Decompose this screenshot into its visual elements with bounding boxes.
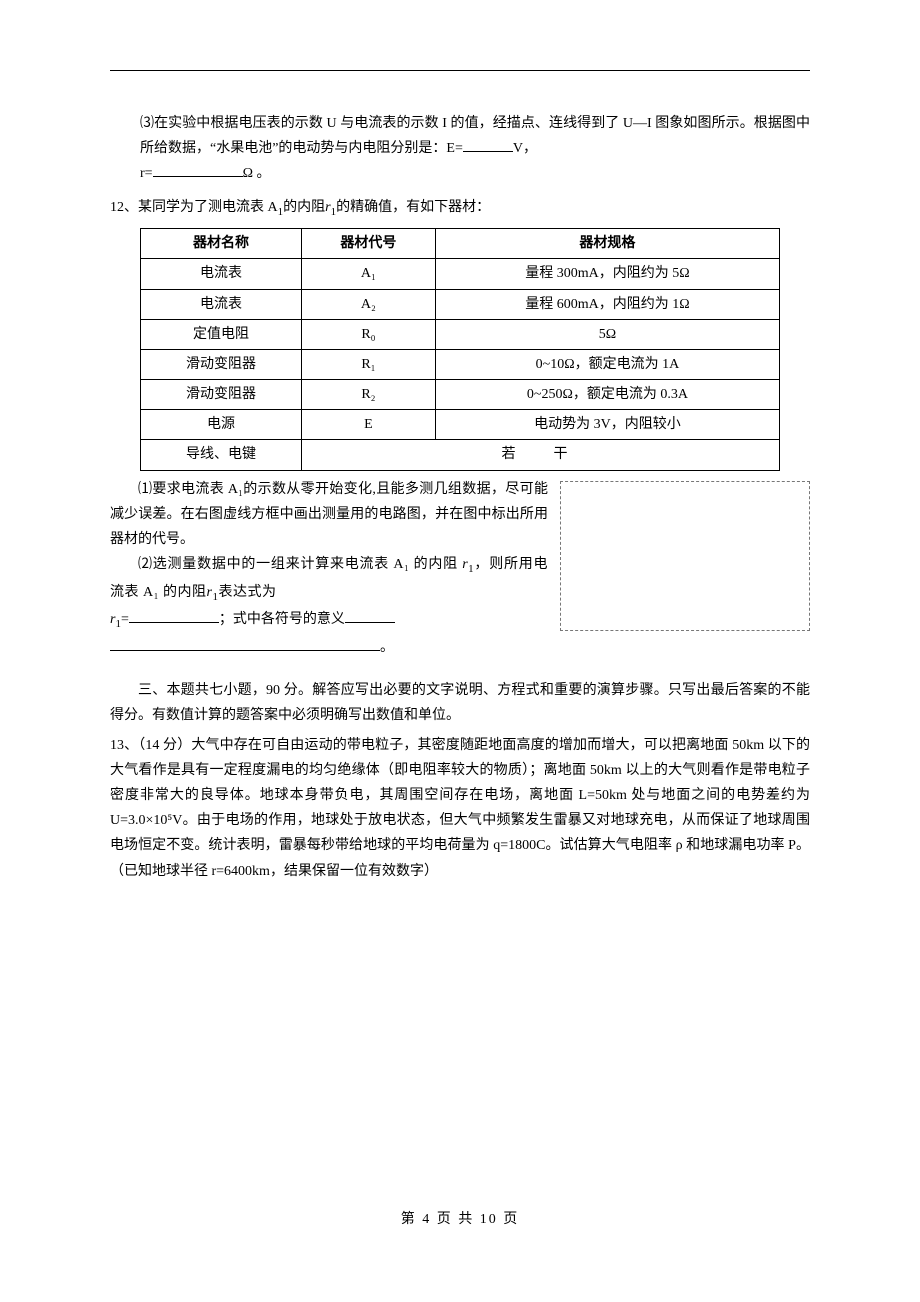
blank-meaning1 bbox=[345, 608, 395, 623]
cell: 滑动变阻器 bbox=[141, 380, 302, 410]
q12-intro-suffix: 的精确值，有如下器材： bbox=[336, 200, 490, 215]
q13-para: 13、（14 分）大气中存在可自由运动的带电粒子，其密度随距地面高度的增加而增大… bbox=[110, 733, 810, 884]
table-row: 滑动变阻器 R₂ 0~250Ω，额定电流为 0.3A bbox=[141, 380, 780, 410]
cell: 电流表 bbox=[141, 289, 302, 319]
page-footer: 第 4 页 共 10 页 bbox=[0, 1207, 920, 1232]
cell: R₂ bbox=[302, 380, 436, 410]
cell: 量程 300mA，内阻约为 5Ω bbox=[435, 259, 779, 289]
blank-r1-expr bbox=[129, 608, 219, 623]
q11-sub3-unitv: V， bbox=[513, 141, 537, 156]
cell: 若 干 bbox=[302, 440, 780, 470]
cell: 电流表 bbox=[141, 259, 302, 289]
q12-body: ⑴要求电流表 A₁的示数从零开始变化,且能多测几组数据，尽可能减少误差。在右图虚… bbox=[110, 477, 810, 661]
equipment-table: 器材名称 器材代号 器材规格 电流表 A₁ 量程 300mA，内阻约为 5Ω 电… bbox=[140, 228, 780, 471]
q12-intro: 12、某同学为了测电流表 A1的内阻r1的精确值，有如下器材： bbox=[110, 195, 810, 223]
cell: E bbox=[302, 410, 436, 440]
cell: 0~10Ω，额定电流为 1A bbox=[435, 349, 779, 379]
cell: 量程 600mA，内阻约为 1Ω bbox=[435, 289, 779, 319]
q11-sub3-para: ⑶在实验中根据电压表的示数 U 与电流表的示数 I 的值，经描点、连线得到了 U… bbox=[140, 111, 810, 187]
th-name: 器材名称 bbox=[141, 229, 302, 259]
cell: 电动势为 3V，内阻较小 bbox=[435, 410, 779, 440]
page-number: 第 4 页 共 10 页 bbox=[401, 1212, 520, 1227]
cell: R₀ bbox=[302, 319, 436, 349]
q12-intro-prefix: 12、某同学为了测电流表 A bbox=[110, 200, 278, 215]
q12-sub2-p4: ；式中各符号的意义 bbox=[219, 612, 345, 627]
q12-sub2-eq-equals: = bbox=[121, 612, 129, 627]
q13-intro: 13、（14 分）大气中存在可自由运动的带电粒子，其密度随距地面高度的增加而增大… bbox=[110, 738, 810, 879]
table-row: 电流表 A₁ 量程 300mA，内阻约为 5Ω bbox=[141, 259, 780, 289]
table-row-last: 导线、电键 若 干 bbox=[141, 440, 780, 470]
cell: A₁ bbox=[302, 259, 436, 289]
blank-meaning2 bbox=[110, 636, 380, 651]
q12-sub2-eq: r1=；式中各符号的意义 bbox=[110, 607, 548, 635]
q12-sub1: ⑴要求电流表 A₁的示数从零开始变化,且能多测几组数据，尽可能减少误差。在右图虚… bbox=[110, 477, 548, 553]
cell: 电源 bbox=[141, 410, 302, 440]
q11-sub3-rprefix: r= bbox=[140, 166, 153, 181]
cell: A₂ bbox=[302, 289, 436, 319]
q12-sub2-p3: 表达式为 bbox=[218, 585, 276, 600]
q12-sub2-p1: ⑵选测量数据中的一组来计算来电流表 A₁ 的内阻 bbox=[138, 557, 462, 572]
q12-sub2: ⑵选测量数据中的一组来计算来电流表 A₁ 的内阻 r1，则所用电流表 A₁ 的内… bbox=[110, 552, 548, 607]
th-spec: 器材规格 bbox=[435, 229, 779, 259]
th-code: 器材代号 bbox=[302, 229, 436, 259]
q12-text-block: ⑴要求电流表 A₁的示数从零开始变化,且能多测几组数据，尽可能减少误差。在右图虚… bbox=[110, 477, 548, 661]
header-divider bbox=[110, 70, 810, 71]
cell: 导线、电键 bbox=[141, 440, 302, 470]
q12-sub2-end: 。 bbox=[380, 640, 394, 655]
cell: 定值电阻 bbox=[141, 319, 302, 349]
table-row: 电源 E 电动势为 3V，内阻较小 bbox=[141, 410, 780, 440]
table-row: 滑动变阻器 R₁ 0~10Ω，额定电流为 1A bbox=[141, 349, 780, 379]
table-row: 电流表 A₂ 量程 600mA，内阻约为 1Ω bbox=[141, 289, 780, 319]
table-header-row: 器材名称 器材代号 器材规格 bbox=[141, 229, 780, 259]
cell: R₁ bbox=[302, 349, 436, 379]
blank-e bbox=[463, 137, 513, 152]
q11-sub3-unitohm: Ω 。 bbox=[243, 166, 271, 181]
page: ⑶在实验中根据电压表的示数 U 与电流表的示数 I 的值，经描点、连线得到了 U… bbox=[0, 0, 920, 1302]
table-row: 定值电阻 R₀ 5Ω bbox=[141, 319, 780, 349]
cell: 滑动变阻器 bbox=[141, 349, 302, 379]
cell: 5Ω bbox=[435, 319, 779, 349]
cell: 0~250Ω，额定电流为 0.3A bbox=[435, 380, 779, 410]
blank-r bbox=[153, 162, 243, 177]
q12-sub2-cont: 。 bbox=[110, 635, 548, 660]
circuit-drawing-box bbox=[560, 481, 810, 631]
section3-heading: 三、本题共七小题，90 分。解答应写出必要的文字说明、方程式和重要的演算步骤。只… bbox=[110, 678, 810, 728]
q12-intro-mid: 的内阻 bbox=[283, 200, 325, 215]
